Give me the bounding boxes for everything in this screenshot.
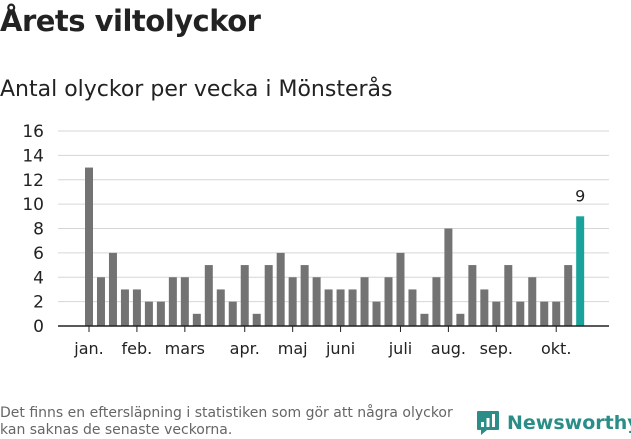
newsworthy-brand: Newsworthy	[476, 408, 631, 438]
bar	[444, 228, 453, 326]
bar	[204, 265, 213, 326]
bar	[192, 313, 201, 326]
brand-name: Newsworthy	[507, 412, 631, 434]
bar	[324, 289, 333, 326]
bar	[96, 277, 105, 326]
y-tick-label: 14	[22, 146, 44, 166]
bar	[168, 277, 177, 326]
chart-title: Årets viltolyckor	[0, 4, 261, 38]
y-tick-label: 8	[33, 220, 44, 240]
x-tick-label: juni	[325, 339, 355, 358]
bar	[228, 301, 237, 326]
bar	[132, 289, 141, 326]
bar	[516, 301, 525, 326]
x-tick-label: sep.	[480, 339, 513, 358]
bar	[336, 289, 345, 326]
bar	[312, 277, 321, 326]
bar	[240, 265, 249, 326]
x-tick-label: feb.	[122, 339, 153, 358]
bar	[372, 301, 381, 326]
bar	[108, 252, 117, 326]
y-tick-label: 16	[22, 122, 44, 142]
y-tick-label: 10	[22, 195, 44, 215]
bar	[420, 313, 429, 326]
bar	[396, 252, 405, 326]
bar	[300, 265, 309, 326]
bar	[276, 252, 285, 326]
x-tick-label: okt.	[541, 339, 571, 358]
bar	[120, 289, 129, 326]
bar	[468, 265, 477, 326]
y-tick-label: 0	[33, 317, 44, 337]
x-axis-ticks: jan. feb. mars apr. maj juni juli aug. sep. okt.	[73, 326, 571, 358]
x-tick-label: aug.	[431, 339, 466, 358]
bar	[504, 265, 513, 326]
bar	[156, 301, 165, 326]
x-tick-label: apr.	[230, 339, 260, 358]
bar	[252, 313, 261, 326]
bar	[408, 289, 417, 326]
footnote: Det finns en eftersläpning i statistiken…	[0, 405, 453, 438]
bar	[348, 289, 357, 326]
bar	[85, 167, 93, 326]
bar	[144, 301, 153, 326]
bar	[180, 277, 189, 326]
bar	[492, 301, 501, 326]
x-tick-label: maj	[278, 339, 308, 358]
newsworthy-logo-icon	[477, 411, 499, 435]
bar	[264, 265, 273, 326]
y-tick-label: 6	[33, 244, 44, 264]
x-tick-label: jan.	[73, 339, 103, 358]
y-tick-label: 4	[33, 268, 44, 288]
bar	[480, 289, 489, 326]
gridlines	[58, 130, 609, 303]
bar	[540, 301, 549, 326]
bar	[552, 301, 561, 326]
bar	[528, 277, 537, 326]
y-tick-label: 2	[33, 293, 44, 313]
chart-subtitle: Antal olyckor per vecka i Mönsterås	[0, 77, 393, 102]
bar	[360, 277, 369, 326]
highlight-value-label: 9	[575, 186, 585, 205]
y-tick-label: 12	[22, 171, 44, 191]
y-axis-ticks: 0 2 4 6 8 10 12 14 16	[22, 122, 44, 337]
bar	[456, 313, 465, 326]
bar	[288, 277, 297, 326]
bar	[216, 289, 225, 326]
x-tick-label: mars	[165, 339, 205, 358]
bars: 9	[85, 167, 585, 326]
x-tick-label: juli	[388, 339, 412, 358]
bar	[564, 265, 573, 326]
bar	[432, 277, 441, 326]
bar	[384, 277, 393, 326]
highlighted-bar	[576, 216, 585, 326]
